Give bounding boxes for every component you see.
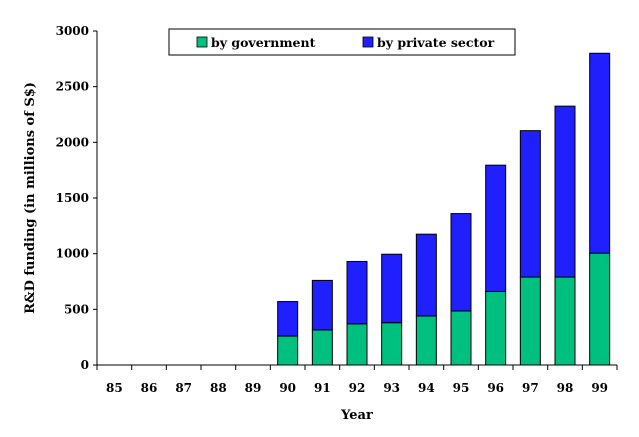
x-tick-label: 92 (349, 381, 366, 395)
bar-private-98 (554, 105, 576, 278)
x-tick-label: 95 (453, 381, 470, 395)
legend-label-private: by private sector (377, 35, 495, 50)
y-axis-title: R&D funding (in millions of S$) (23, 82, 38, 314)
bar-private-91 (311, 279, 333, 331)
x-axis-title: Year (340, 408, 373, 423)
bar-government-99 (589, 252, 611, 366)
bar-government-95 (450, 310, 472, 366)
bar-government-93 (381, 322, 403, 366)
bar-private-95 (450, 213, 472, 312)
x-tick-label: 97 (522, 381, 539, 395)
bar-government-94 (415, 315, 437, 366)
bar-government-90 (277, 335, 299, 366)
bar-government-91 (311, 329, 333, 366)
y-tick-label: 0 (81, 358, 89, 372)
x-tick-label: 90 (279, 381, 296, 395)
bars-layer (277, 52, 611, 366)
bar-government-97 (519, 276, 541, 366)
bar-private-93 (381, 253, 403, 324)
y-ticks: 0 500 1000 1500 2000 2500 3000 (56, 24, 97, 372)
x-tick-label: 87 (175, 381, 192, 395)
y-tick-label: 1000 (56, 247, 89, 261)
y-tick-label: 2000 (56, 135, 89, 149)
legend: by government by private sector (168, 28, 516, 56)
y-tick-label: 3000 (56, 24, 89, 38)
bar-private-96 (485, 164, 507, 293)
bar-private-97 (519, 130, 541, 278)
x-tick-label: 98 (557, 381, 574, 395)
x-tick-label: 96 (487, 381, 504, 395)
bar-private-94 (415, 233, 437, 317)
legend-label-government: by government (211, 35, 316, 50)
x-tick-label: 93 (383, 381, 400, 395)
bar-private-99 (589, 52, 611, 254)
x-ticks: 85 86 87 88 89 90 91 92 93 94 95 96 97 98 99 (96, 365, 618, 395)
legend-swatch-private (362, 36, 374, 48)
bar-government-98 (554, 276, 576, 366)
bar-government-96 (485, 291, 507, 366)
x-tick-label: 91 (314, 381, 331, 395)
x-tick-label: 94 (418, 381, 435, 395)
legend-box (168, 28, 516, 56)
y-tick-label: 1500 (56, 191, 89, 205)
bar-private-92 (346, 260, 368, 325)
y-tick-label: 500 (64, 302, 89, 316)
x-tick-label: 86 (141, 381, 158, 395)
legend-swatch-government (196, 36, 208, 48)
y-tick-label: 2500 (56, 80, 89, 94)
x-tick-label: 89 (245, 381, 262, 395)
bar-government-92 (346, 323, 368, 366)
x-tick-label: 88 (210, 381, 227, 395)
x-tick-label: 85 (106, 381, 123, 395)
bar-private-90 (277, 301, 299, 337)
x-tick-label: 99 (591, 381, 608, 395)
